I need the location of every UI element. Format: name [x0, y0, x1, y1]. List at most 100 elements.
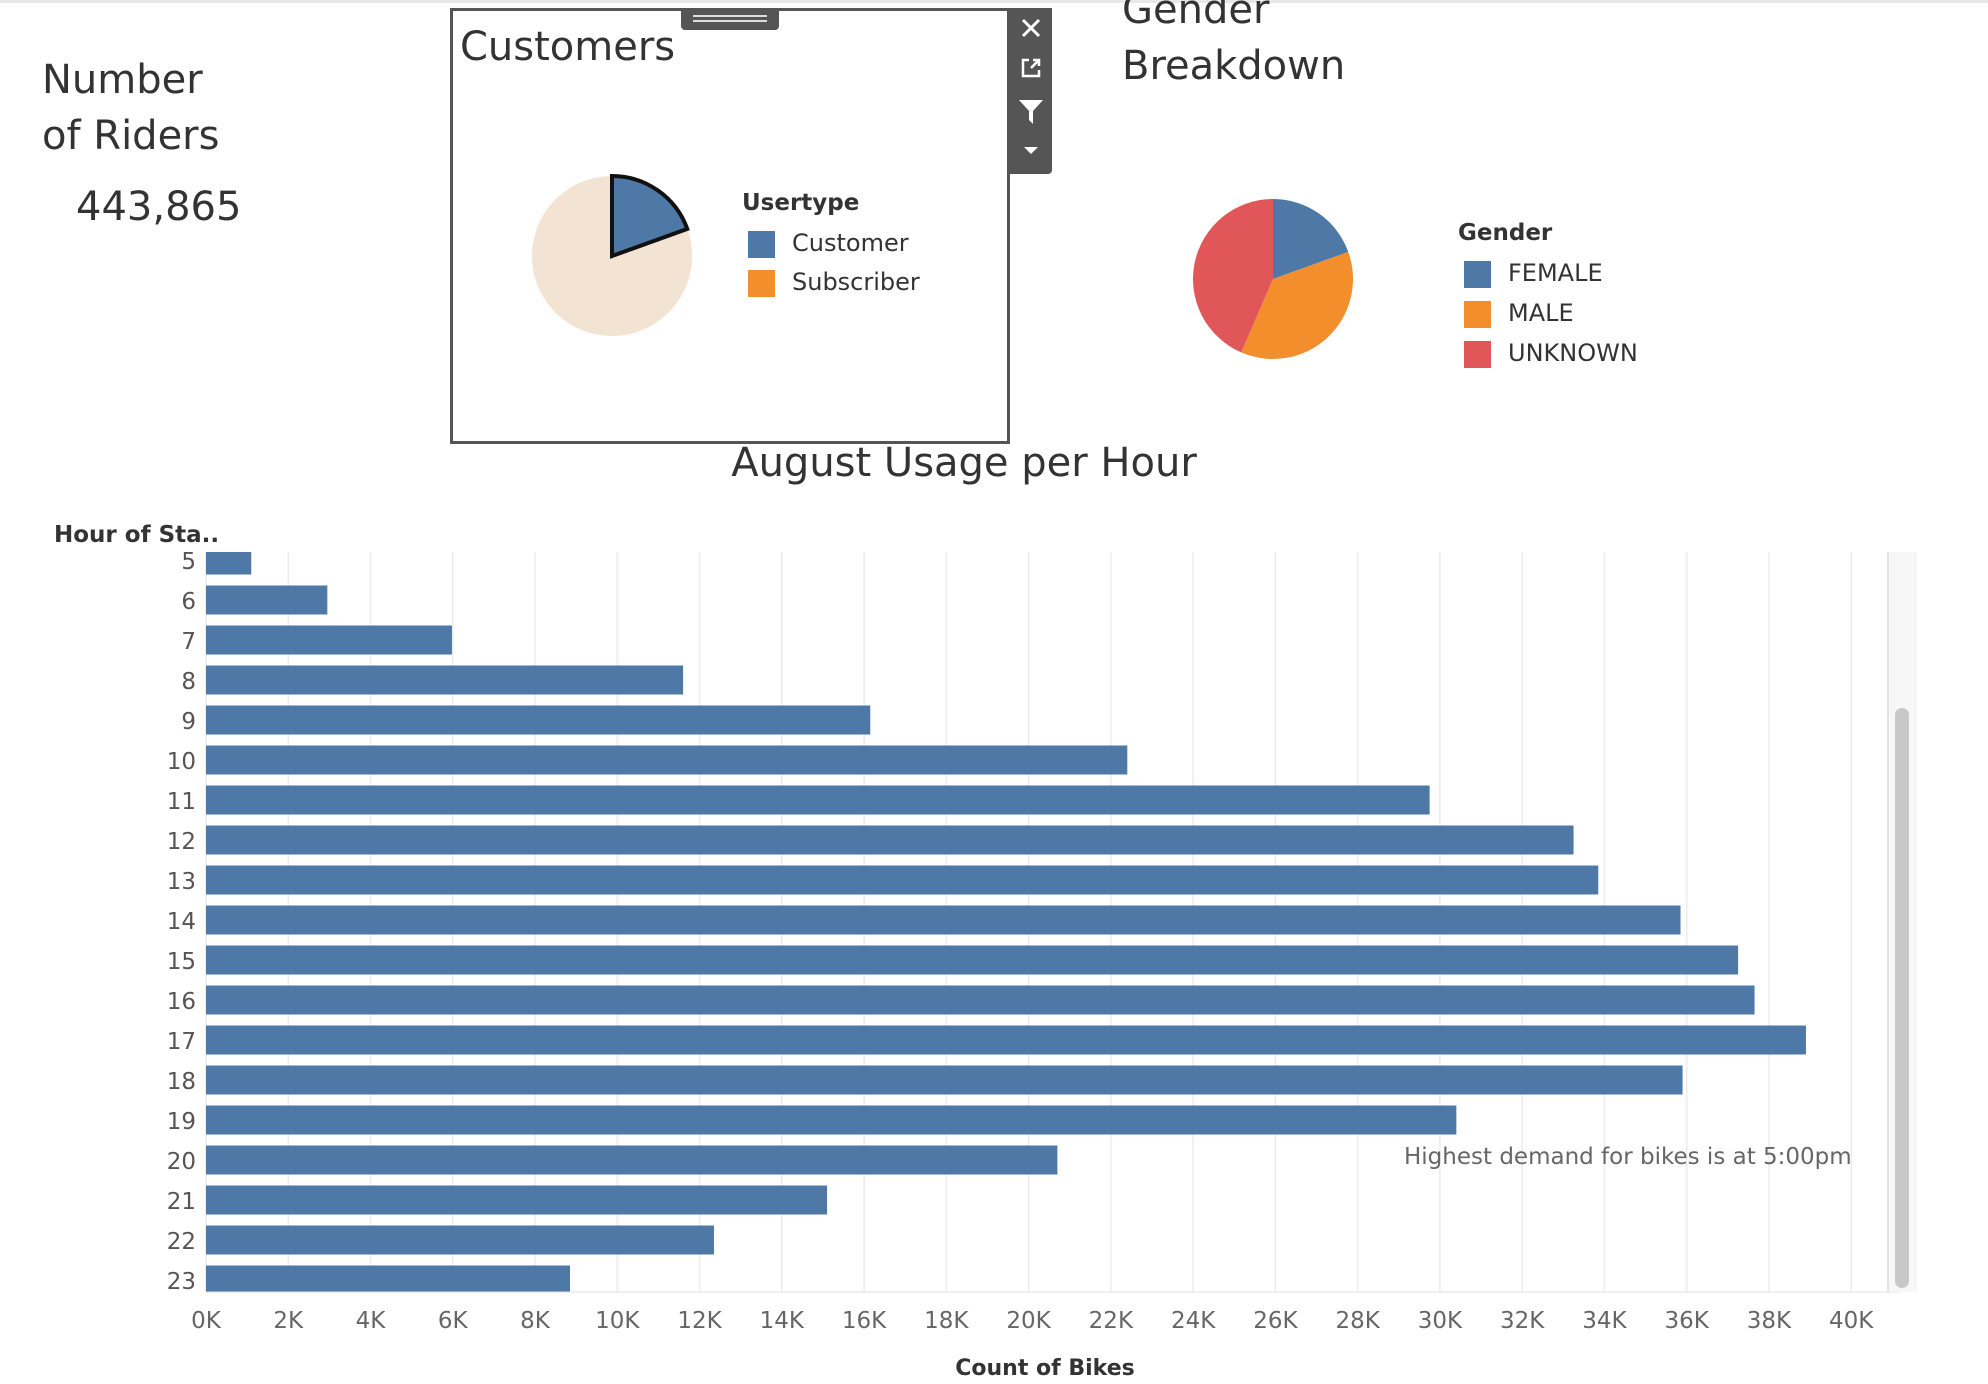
legend-swatch	[1464, 261, 1491, 288]
popout-icon	[1021, 58, 1041, 78]
bar-hour-7[interactable]	[206, 625, 452, 655]
y-tick-label: 21	[167, 1189, 196, 1215]
bar-hour-14[interactable]	[206, 905, 1681, 935]
y-tick-label: 9	[181, 709, 196, 735]
customers-pie-chart[interactable]	[520, 160, 700, 360]
y-tick-label: 11	[167, 789, 196, 815]
x-tick-label: 32K	[1500, 1308, 1545, 1334]
bar-hour-21[interactable]	[206, 1185, 828, 1215]
bar-hour-16[interactable]	[206, 985, 1755, 1015]
legend-label: FEMALE	[1508, 259, 1603, 287]
x-tick-label: 10K	[595, 1308, 640, 1334]
usertype-legend-title: Usertype	[742, 190, 860, 216]
y-tick-label: 18	[167, 1069, 196, 1095]
y-tick-label: 12	[167, 829, 196, 855]
grip-line	[693, 15, 767, 17]
bar-hour-15[interactable]	[206, 945, 1739, 975]
x-tick-label: 24K	[1171, 1308, 1216, 1334]
hour-chart-title: August Usage per Hour	[731, 440, 1197, 486]
filter-button[interactable]	[1010, 90, 1052, 128]
y-tick-label: 23	[167, 1269, 196, 1295]
panel-toolbar	[1010, 8, 1052, 174]
filter-icon	[1019, 100, 1043, 124]
drag-handle[interactable]	[681, 8, 779, 30]
bar-hour-23[interactable]	[206, 1265, 571, 1295]
bar-hour-20[interactable]	[206, 1145, 1058, 1175]
pie-slice-female[interactable]	[1273, 199, 1349, 279]
y-tick-label: 20	[167, 1149, 196, 1175]
x-tick-label: 6K	[438, 1308, 469, 1334]
y-tick-label: 16	[167, 989, 196, 1015]
bar-hour-19[interactable]	[206, 1105, 1457, 1135]
y-tick-label: 17	[167, 1029, 196, 1055]
legend-label: UNKNOWN	[1508, 339, 1638, 367]
chart-annotation: Highest demand for bikes is at 5:00pm	[1404, 1144, 1852, 1170]
x-tick-label: 2K	[273, 1308, 304, 1334]
riders-title: Number of Riders	[42, 57, 220, 159]
x-tick-label: 20K	[1006, 1308, 1051, 1334]
legend-label: Customer	[792, 229, 909, 257]
x-tick-label: 30K	[1418, 1308, 1463, 1334]
x-tick-label: 0K	[191, 1308, 222, 1334]
y-tick-label: 15	[167, 949, 196, 975]
legend-swatch	[1464, 341, 1491, 368]
x-tick-label: 34K	[1582, 1308, 1627, 1334]
x-tick-label: 4K	[356, 1308, 387, 1334]
legend-swatch	[748, 270, 775, 297]
bar-hour-8[interactable]	[206, 665, 684, 695]
pie-slice-customer[interactable]	[610, 173, 690, 259]
bar-hour-6[interactable]	[206, 585, 328, 615]
x-tick-label: 16K	[842, 1308, 887, 1334]
x-tick-label: 8K	[520, 1308, 551, 1334]
bar-hour-22[interactable]	[206, 1225, 714, 1255]
gender-pie-chart[interactable]	[1188, 194, 1358, 364]
y-tick-label: 14	[167, 909, 196, 935]
bar-hour-10[interactable]	[206, 745, 1128, 775]
pie-slice-male[interactable]	[1241, 251, 1353, 359]
y-axis-title: Hour of Sta..	[54, 522, 220, 548]
x-tick-label: 36K	[1665, 1308, 1710, 1334]
x-tick-label: 22K	[1089, 1308, 1134, 1334]
riders-count: 443,865	[76, 184, 242, 230]
legend-label: Subscriber	[792, 268, 920, 296]
top-divider	[0, 0, 1988, 3]
menu-caret-icon	[1024, 147, 1038, 154]
popout-button[interactable]	[1010, 48, 1052, 86]
y-tick-label: 6	[181, 589, 196, 615]
x-tick-label: 40K	[1829, 1308, 1874, 1334]
y-tick-label: 22	[167, 1229, 196, 1255]
x-tick-label: 26K	[1253, 1308, 1298, 1334]
grip-line	[693, 20, 767, 22]
y-tick-label: 8	[181, 669, 196, 695]
legend-label: MALE	[1508, 299, 1574, 327]
x-tick-label: 18K	[924, 1308, 969, 1334]
pie-slice-unknown[interactable]	[1193, 199, 1273, 353]
x-tick-label: 14K	[760, 1308, 805, 1334]
legend-swatch	[1464, 301, 1491, 328]
hour-bar-chart[interactable]: 0K 2K 4K 6K 8K 10K 12K 14K 16K 18K 20K 22K 24K 26K 28K…	[0, 540, 1900, 1340]
bar-hour-13[interactable]	[206, 865, 1599, 895]
close-button[interactable]	[1010, 8, 1052, 46]
x-tick-label: 38K	[1747, 1308, 1792, 1334]
bar-hour-5[interactable]	[206, 546, 252, 575]
gender-legend-title: Gender	[1458, 220, 1553, 246]
y-tick-label: 10	[167, 749, 196, 775]
bar-hour-12[interactable]	[206, 825, 1574, 855]
y-tick-label: 13	[167, 869, 196, 895]
scrollbar-thumb[interactable]	[1895, 708, 1909, 1288]
x-tick-label: 28K	[1335, 1308, 1380, 1334]
customers-title: Customers	[460, 24, 676, 70]
legend-swatch	[748, 231, 775, 258]
menu-caret-button[interactable]	[1010, 132, 1052, 170]
x-axis-title: Count of Bikes	[955, 1356, 1135, 1381]
bar-hour-11[interactable]	[206, 785, 1430, 815]
y-tick-label: 7	[181, 629, 196, 655]
close-icon	[1021, 18, 1041, 38]
bar-hour-17[interactable]	[206, 1025, 1806, 1055]
bar-hour-9[interactable]	[206, 705, 871, 735]
y-tick-label: 5	[181, 549, 196, 575]
y-tick-label: 19	[167, 1109, 196, 1135]
x-tick-label: 12K	[677, 1308, 722, 1334]
bar-hour-18[interactable]	[206, 1065, 1683, 1095]
gender-title: Gender Breakdown	[1122, 0, 1346, 89]
